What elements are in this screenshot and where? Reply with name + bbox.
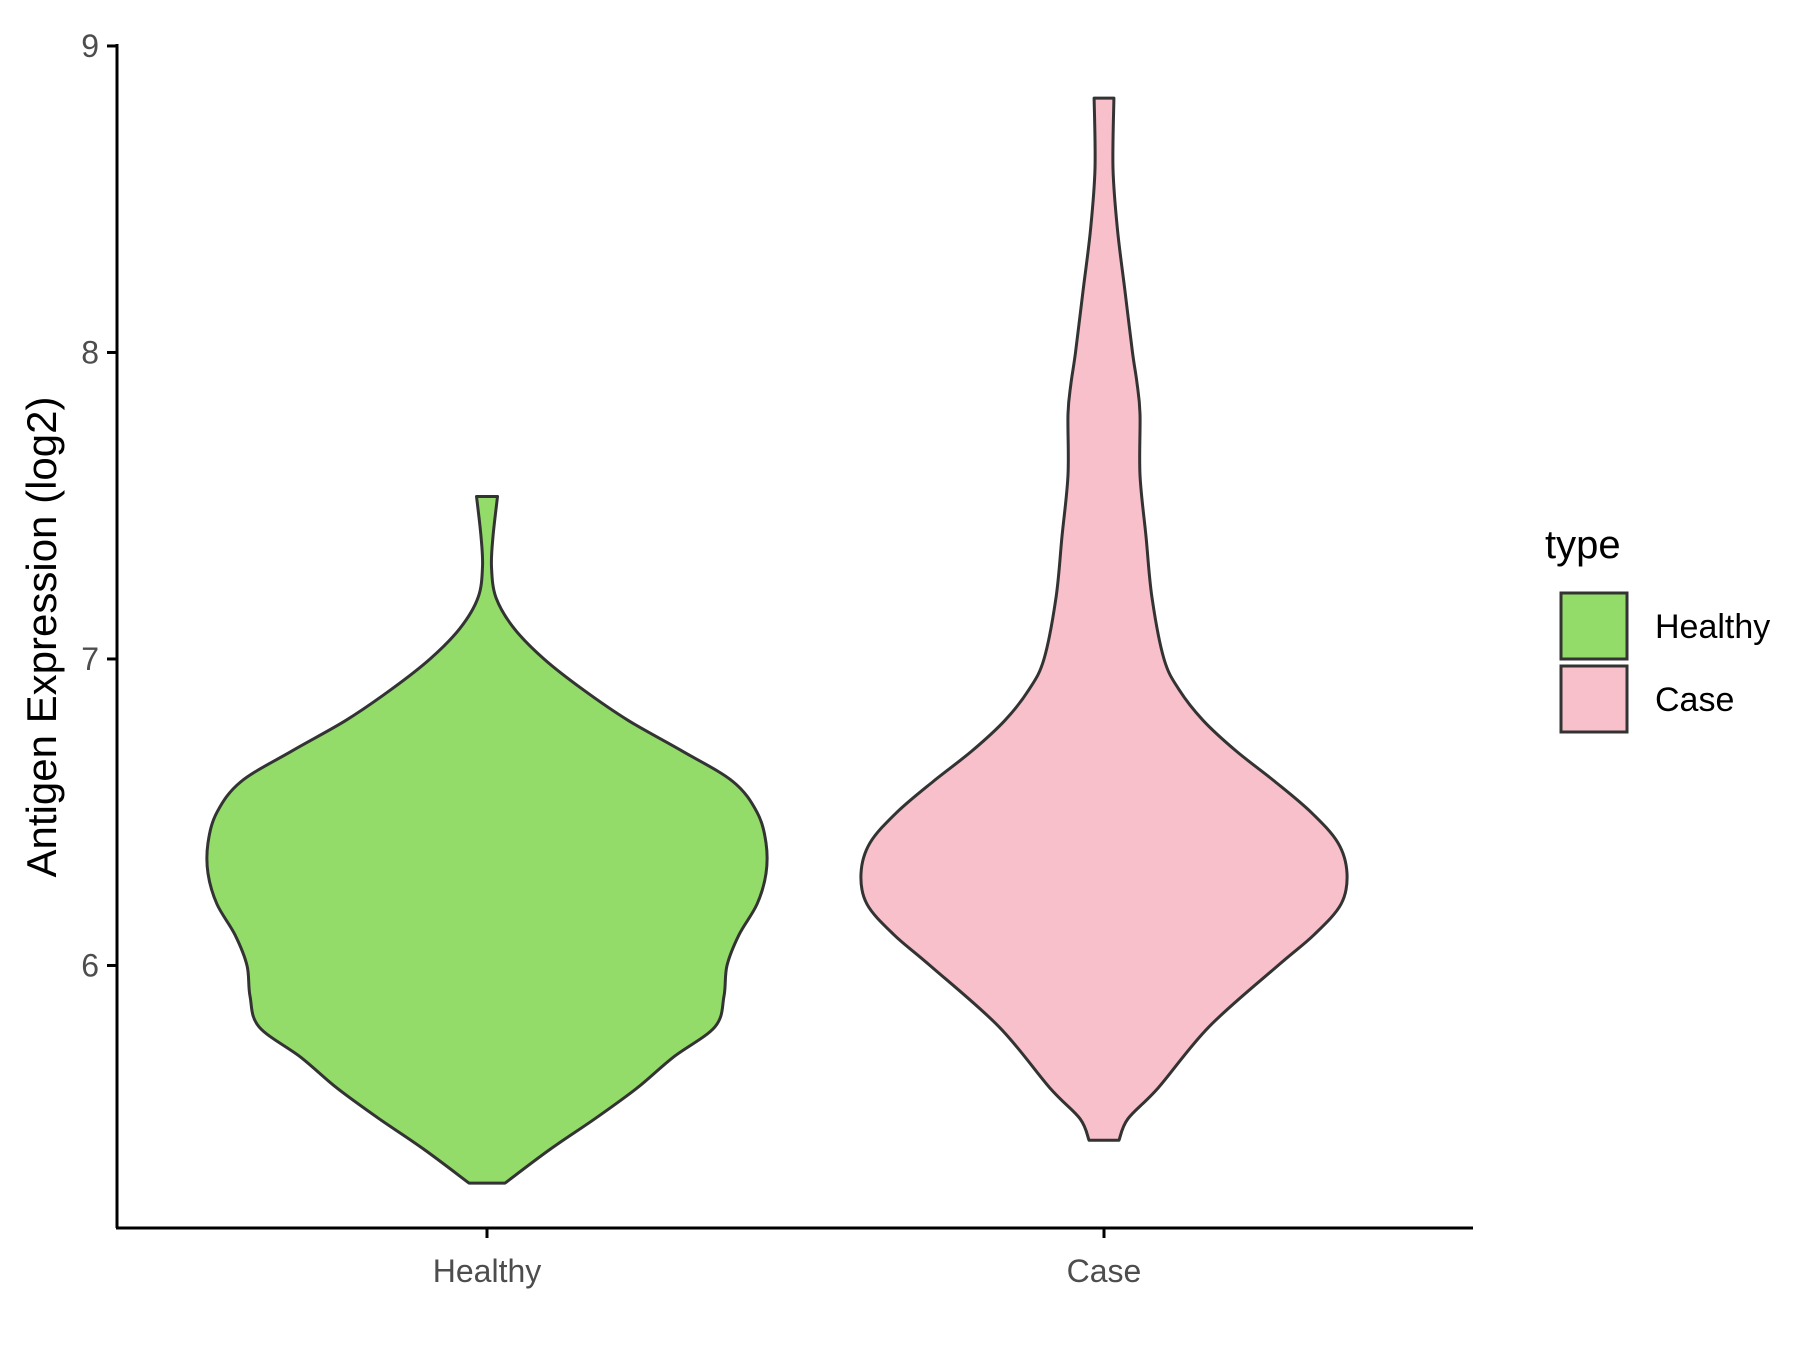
y-axis-title: Antigen Expression (log2) — [18, 397, 65, 878]
y-tick-label: 7 — [81, 641, 99, 677]
violin-layer — [205, 96, 1349, 1185]
y-tick-label: 9 — [81, 28, 99, 64]
x-tick-label: Healthy — [433, 1253, 542, 1289]
legend-label-case: Case — [1655, 681, 1734, 719]
legend: type Healthy Case — [1545, 523, 1770, 734]
legend-label-healthy: Healthy — [1655, 608, 1770, 646]
legend-items: Healthy Case — [1559, 591, 1770, 734]
legend-title: type — [1545, 523, 1621, 567]
legend-swatch-healthy — [1559, 591, 1629, 661]
y-tick-label: 6 — [81, 947, 99, 983]
axes: 6 7 8 9 Healthy Case — [81, 28, 1473, 1289]
x-axis-ticks: Healthy Case — [433, 1228, 1142, 1289]
violin-healthy — [205, 495, 769, 1185]
legend-swatch-case — [1559, 664, 1629, 734]
y-axis-ticks: 6 7 8 9 — [81, 28, 117, 983]
y-tick-label: 8 — [81, 334, 99, 370]
violin-case — [859, 96, 1349, 1142]
x-tick-label: Case — [1067, 1253, 1142, 1289]
